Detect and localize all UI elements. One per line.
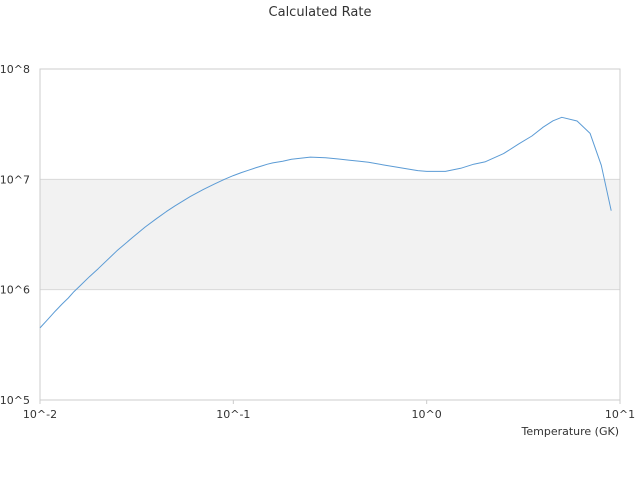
x-tick-label: 10^0 — [412, 408, 442, 421]
y-tick-label: 10^8 — [0, 63, 30, 76]
x-tick-label: 10^-2 — [23, 408, 57, 421]
x-axis-label: Temperature (GK) — [521, 425, 620, 438]
x-axis-ticks: 10^-2 10^-1 10^0 10^1 — [23, 400, 635, 421]
plot-frame — [39, 68, 621, 401]
x-tick-label: 10^-1 — [216, 408, 250, 421]
chart-title: Calculated Rate — [269, 5, 372, 20]
y-tick-label: 10^5 — [0, 394, 30, 407]
y-tick-label: 10^7 — [0, 173, 30, 186]
plot-bands — [40, 179, 620, 290]
y-axis-ticks: 10^5 10^6 10^7 10^8 — [0, 63, 30, 407]
y-tick-label: 10^6 — [0, 284, 30, 297]
plot-band — [40, 179, 620, 290]
series-line — [39, 116, 612, 329]
x-tick-label: 10^1 — [605, 408, 635, 421]
series-layer — [39, 116, 612, 329]
